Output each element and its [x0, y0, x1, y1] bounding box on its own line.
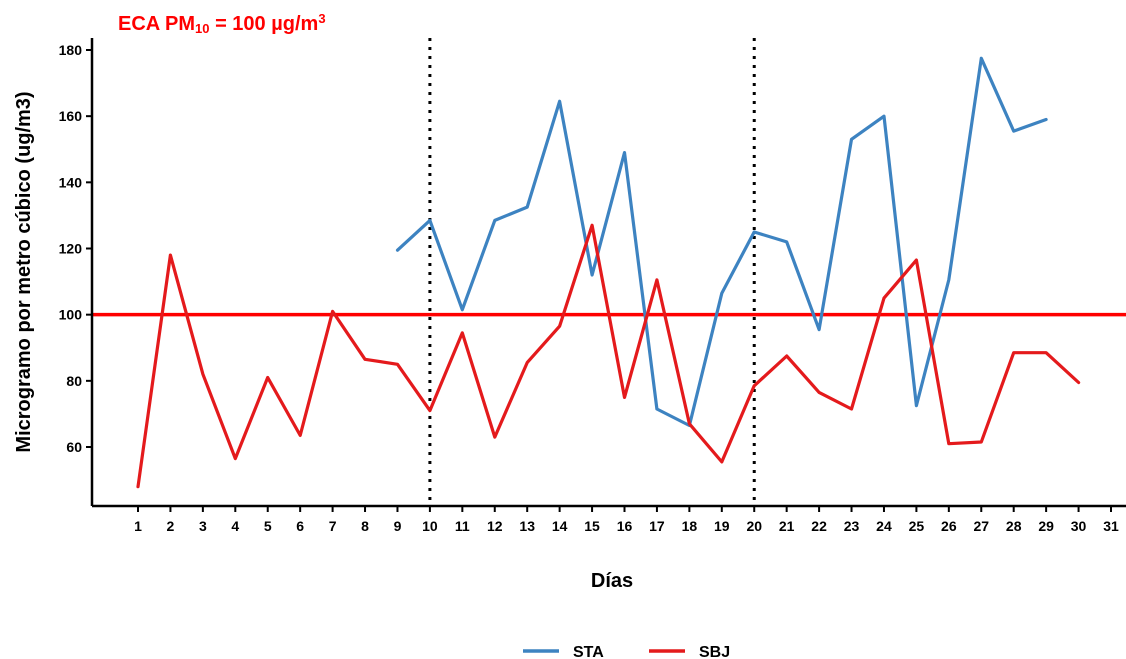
x-tick-label-11: 11	[455, 518, 470, 534]
series-lines	[136, 56, 1081, 489]
x-tick-label-19: 19	[714, 518, 730, 534]
x-tick-label-22: 22	[811, 518, 827, 534]
series-line-sta	[395, 56, 1048, 428]
x-axis-ticks: 1 2 3 4 5 6 7 8 9 10 11 12 13 14 15 16 17 18 19 20 21 22 23 24 2…	[134, 506, 1119, 534]
title-suffix: = 100 µg/m	[210, 13, 319, 35]
title-superscript: 3	[318, 11, 325, 26]
x-tick-label-1: 1	[134, 518, 142, 534]
y-tick-label-140: 140	[59, 174, 83, 190]
legend: STA SBJ	[523, 644, 730, 659]
x-tick-label-8: 8	[361, 518, 369, 534]
x-tick-label-20: 20	[746, 518, 762, 534]
chart-title: ECA PM10 = 100 µg/m3	[118, 11, 326, 36]
x-tick-label-25: 25	[909, 518, 925, 534]
y-tick-label-180: 180	[59, 42, 83, 58]
y-tick-label-100: 100	[59, 307, 83, 323]
x-tick-label-12: 12	[487, 518, 503, 534]
x-tick-label-9: 9	[394, 518, 402, 534]
x-tick-label-28: 28	[1006, 518, 1022, 534]
x-tick-label-23: 23	[844, 518, 860, 534]
x-tick-label-31: 31	[1103, 518, 1119, 534]
x-tick-label-21: 21	[779, 518, 795, 534]
y-axis-title: Microgramo por metro cúbico (ug/m3)	[13, 91, 35, 452]
x-tick-label-24: 24	[876, 518, 892, 534]
legend-label-sta: STA	[573, 644, 604, 659]
x-tick-label-2: 2	[167, 518, 175, 534]
y-tick-label-120: 120	[59, 241, 83, 257]
x-axis-title: Días	[591, 570, 633, 592]
legend-label-sbj: SBJ	[699, 644, 730, 659]
x-tick-label-16: 16	[617, 518, 633, 534]
x-tick-label-13: 13	[519, 518, 535, 534]
vertical-marker-lines	[428, 38, 756, 506]
x-tick-label-17: 17	[649, 518, 665, 534]
x-tick-label-5: 5	[264, 518, 272, 534]
x-tick-label-14: 14	[552, 518, 568, 534]
axes	[90, 38, 1126, 508]
y-tick-label-80: 80	[66, 373, 82, 389]
x-tick-label-18: 18	[682, 518, 698, 534]
title-prefix: ECA PM	[118, 13, 195, 35]
x-tick-label-7: 7	[329, 518, 337, 534]
x-tick-label-15: 15	[584, 518, 600, 534]
title-subscript: 10	[195, 21, 209, 36]
x-tick-label-3: 3	[199, 518, 207, 534]
y-axis-ticks: 60 80 100 120 140 160 180	[59, 42, 92, 455]
x-tick-label-26: 26	[941, 518, 957, 534]
chart-title-text: ECA PM10 = 100 µg/m3	[118, 11, 326, 36]
x-tick-label-10: 10	[422, 518, 438, 534]
x-tick-label-29: 29	[1038, 518, 1054, 534]
x-tick-label-4: 4	[231, 518, 239, 534]
x-tick-label-30: 30	[1071, 518, 1087, 534]
y-tick-label-160: 160	[59, 108, 83, 124]
x-tick-label-6: 6	[296, 518, 304, 534]
x-tick-label-27: 27	[973, 518, 989, 534]
series-line-sbj	[136, 223, 1081, 489]
y-tick-label-60: 60	[66, 439, 82, 455]
